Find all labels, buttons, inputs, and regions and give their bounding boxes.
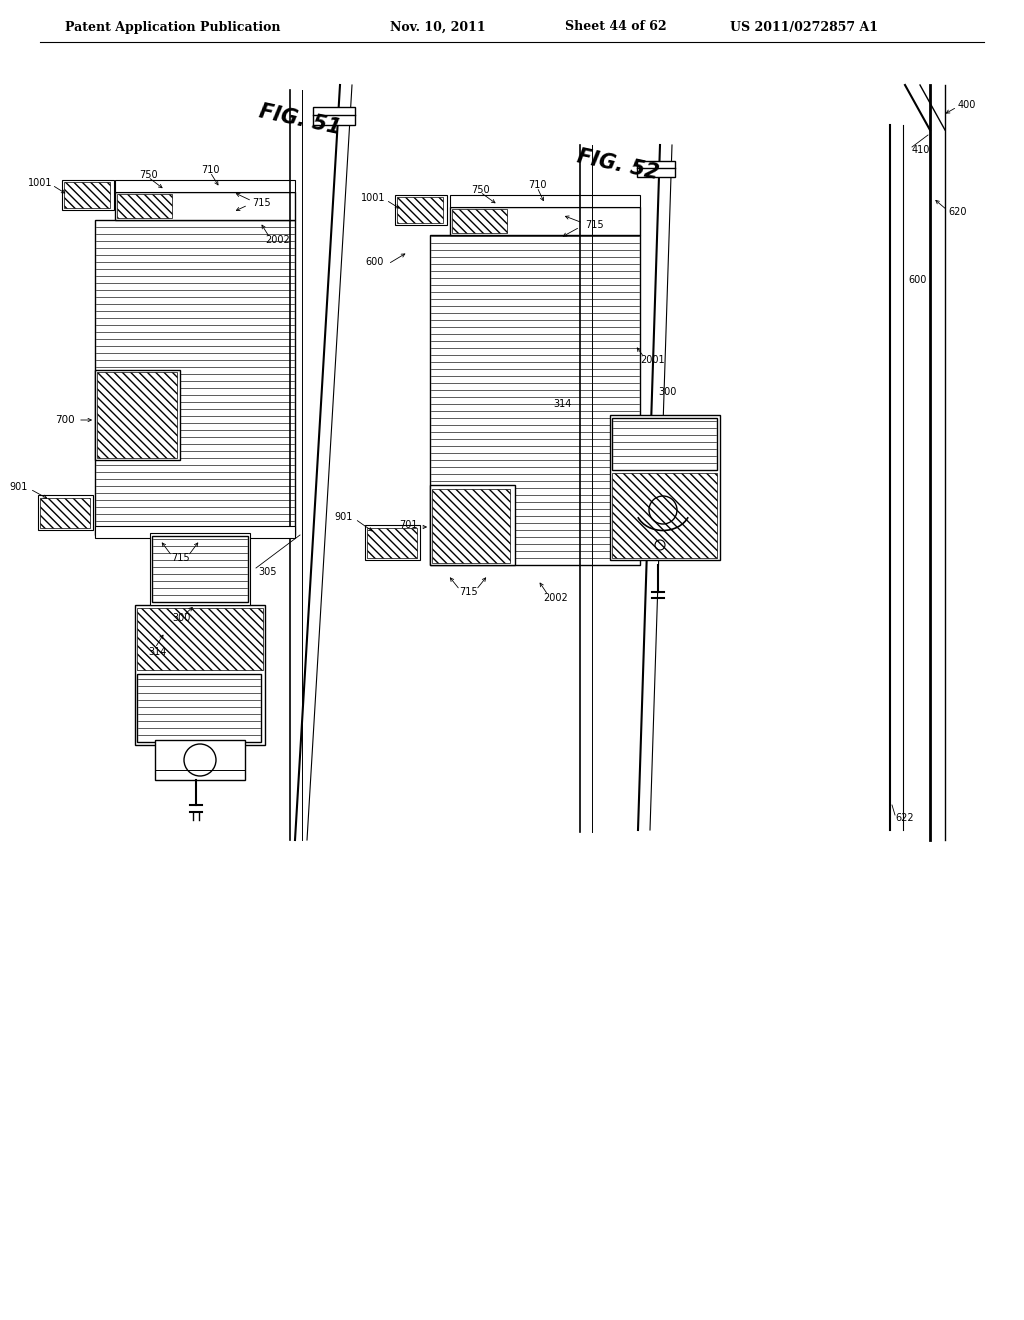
Text: 1001: 1001 bbox=[360, 193, 385, 203]
Text: FIG. 52: FIG. 52 bbox=[575, 147, 660, 183]
Bar bbox=[155, 741, 245, 780]
Text: 750: 750 bbox=[138, 170, 158, 180]
Bar bbox=[137, 675, 261, 742]
Bar bbox=[637, 161, 675, 177]
Text: 715: 715 bbox=[171, 553, 189, 564]
Text: 600: 600 bbox=[908, 275, 927, 285]
Bar bbox=[612, 418, 717, 470]
Bar bbox=[612, 473, 717, 558]
Text: FIG. 51: FIG. 51 bbox=[257, 102, 343, 139]
Text: 700: 700 bbox=[55, 414, 75, 425]
Text: 600: 600 bbox=[366, 257, 384, 267]
Bar bbox=[38, 495, 93, 531]
Text: Sheet 44 of 62: Sheet 44 of 62 bbox=[565, 21, 667, 33]
Text: 2001: 2001 bbox=[640, 355, 665, 366]
Text: 300: 300 bbox=[172, 612, 190, 623]
Text: 901: 901 bbox=[9, 482, 28, 492]
Text: 314: 314 bbox=[148, 647, 166, 657]
Text: 715: 715 bbox=[459, 587, 477, 597]
Bar bbox=[95, 220, 295, 535]
Bar bbox=[63, 182, 110, 209]
Text: US 2011/0272857 A1: US 2011/0272857 A1 bbox=[730, 21, 878, 33]
Text: 901: 901 bbox=[335, 512, 353, 521]
Text: 710: 710 bbox=[201, 165, 219, 176]
Bar bbox=[62, 180, 114, 210]
Bar bbox=[152, 536, 248, 602]
Text: 701: 701 bbox=[399, 520, 418, 531]
Text: 750: 750 bbox=[471, 185, 489, 195]
Text: 314: 314 bbox=[554, 399, 572, 409]
Bar bbox=[397, 197, 443, 223]
Text: 715: 715 bbox=[252, 198, 270, 209]
Text: 400: 400 bbox=[958, 100, 976, 110]
Text: 2002: 2002 bbox=[265, 235, 290, 246]
Bar bbox=[95, 525, 295, 539]
Text: 1001: 1001 bbox=[28, 178, 52, 187]
Bar bbox=[137, 609, 263, 671]
Bar bbox=[450, 207, 640, 235]
Bar bbox=[452, 209, 507, 234]
Text: 710: 710 bbox=[527, 180, 546, 190]
Bar bbox=[117, 194, 172, 218]
Text: 300: 300 bbox=[658, 387, 677, 397]
Bar bbox=[313, 107, 355, 125]
Bar bbox=[450, 195, 640, 207]
Bar bbox=[365, 525, 420, 560]
Bar bbox=[430, 235, 640, 565]
Text: 620: 620 bbox=[948, 207, 967, 216]
Bar bbox=[610, 414, 720, 560]
Text: 2002: 2002 bbox=[543, 593, 567, 603]
Text: 622: 622 bbox=[895, 813, 913, 822]
Bar bbox=[135, 605, 265, 744]
Text: 410: 410 bbox=[912, 145, 931, 154]
Bar bbox=[115, 191, 295, 220]
Text: Patent Application Publication: Patent Application Publication bbox=[65, 21, 281, 33]
Bar bbox=[40, 498, 90, 528]
Bar bbox=[115, 180, 295, 191]
Bar bbox=[432, 488, 510, 564]
Text: 715: 715 bbox=[585, 220, 603, 230]
Bar bbox=[150, 533, 250, 605]
Text: 305: 305 bbox=[258, 568, 276, 577]
Bar bbox=[395, 195, 447, 224]
Bar bbox=[97, 372, 177, 458]
Bar bbox=[367, 528, 417, 558]
Bar bbox=[430, 484, 515, 565]
Bar bbox=[95, 370, 180, 459]
Text: Nov. 10, 2011: Nov. 10, 2011 bbox=[390, 21, 485, 33]
